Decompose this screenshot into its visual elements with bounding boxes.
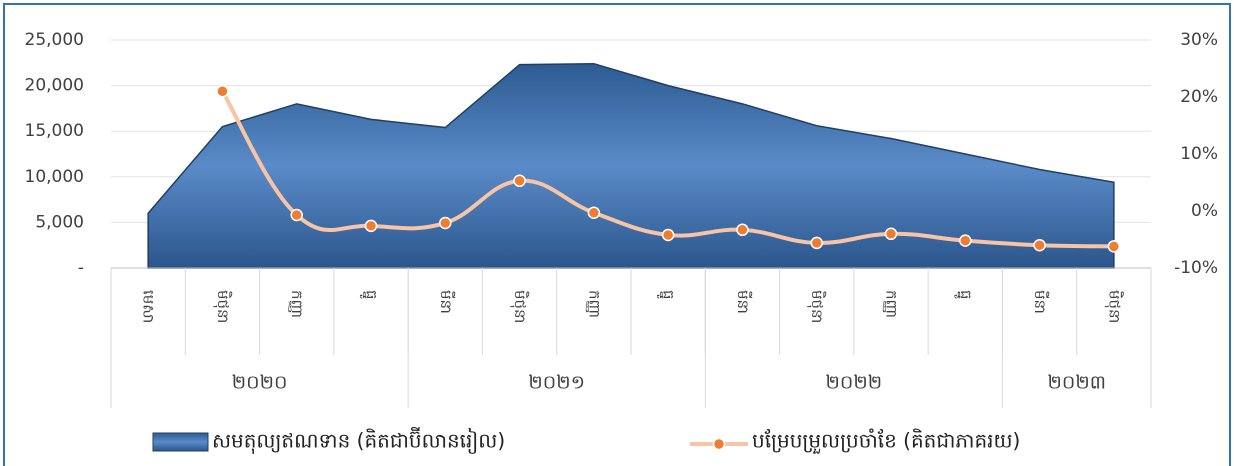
group-label: ២០២៣	[1047, 372, 1105, 394]
line-marker	[290, 208, 303, 222]
x-tick-label: មេសា	[140, 290, 158, 323]
x-tick-label: កញ្ញា	[883, 290, 901, 318]
line-marker	[513, 174, 526, 188]
legend-label: សមតុល្យឥណទាន (គិតជាប៊ីលានរៀល)	[212, 427, 505, 455]
x-tick-label: មិថុនា	[510, 290, 530, 323]
line-marker	[1107, 240, 1121, 253]
line-marker	[959, 234, 972, 247]
x-tick-label: កញ្ញា	[288, 290, 306, 318]
x-tick-label: មីនា	[437, 290, 456, 314]
y-tick-label: 10,000	[25, 167, 84, 187]
legend-marker	[712, 437, 726, 451]
line-marker	[810, 236, 823, 250]
frame	[3, 3, 1231, 466]
y2-tick-label: 30%	[1180, 30, 1218, 50]
y-tick-label: 20,000	[25, 76, 84, 96]
line-marker	[587, 206, 601, 219]
y-tick-label: -	[78, 258, 84, 278]
y-tick-label: 25,000	[25, 30, 84, 50]
x-tick-label: មិថុនា	[1104, 290, 1124, 323]
line-marker	[736, 223, 749, 237]
group-label: ២០២២	[826, 372, 883, 394]
x-tick-label: កញ្ញា	[585, 290, 603, 318]
x-tick-label: មីនា	[734, 290, 753, 314]
y2-tick-label: 20%	[1180, 87, 1218, 107]
group-label: ២០២០	[232, 372, 288, 394]
line-marker	[216, 85, 229, 98]
legend-swatch	[152, 432, 209, 452]
x-tick-label: ធ្នូ	[954, 290, 975, 300]
x-tick-label: មិថុនា	[213, 290, 233, 323]
y-tick-label: 5,000	[35, 212, 84, 232]
line-marker	[661, 228, 675, 242]
x-tick-label: មីនា	[1031, 290, 1050, 314]
line-marker	[439, 216, 452, 230]
y2-tick-label: 0%	[1191, 201, 1218, 221]
y2-tick-label: 10%	[1180, 144, 1218, 164]
line-marker	[364, 219, 378, 233]
line-marker	[1033, 238, 1046, 252]
y2-tick-label: -10%	[1174, 258, 1218, 278]
area	[147, 62, 1115, 269]
line-marker	[884, 227, 898, 241]
x-tick-label: ធ្នូ	[360, 290, 381, 300]
group-label: ២០២១	[528, 372, 585, 394]
x-tick-label: ធ្នូ	[657, 290, 678, 300]
legend-label: បម្រែបម្រួលប្រចាំខែ (គិតជាភាគរយ)	[752, 428, 1020, 455]
y-tick-label: 15,000	[25, 121, 84, 141]
x-tick-label: មិថុនា	[807, 290, 827, 323]
